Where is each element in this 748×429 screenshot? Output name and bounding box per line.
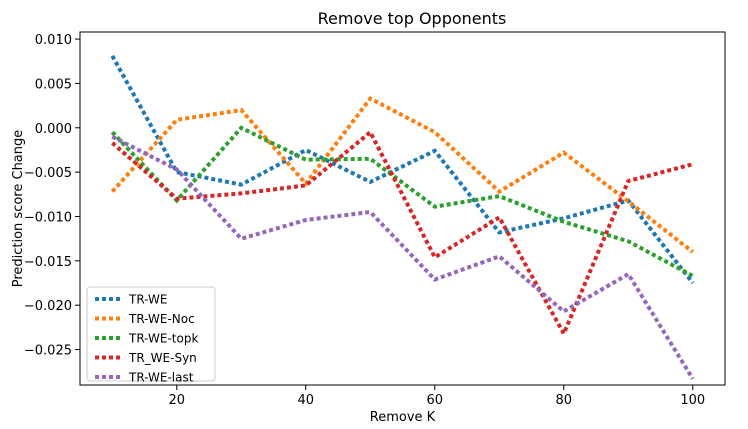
chart-title: Remove top Opponents [318,9,507,28]
y-axis-title: Prediction score Change [11,130,26,288]
y-axis: 0.010 0.005 0.000 −0.005 −0.010 −0.015 −0.020 −… [24,33,80,359]
legend-label: TR-WE [128,293,167,307]
y-tick-label: 0.000 [35,122,72,137]
x-tick-label: 40 [297,393,314,408]
y-tick-label: 0.010 [35,33,72,48]
series-lines [110,54,695,380]
x-axis: 20 40 60 80 100 [168,385,705,408]
legend-label: TR_WE-Syn [128,351,197,365]
y-tick-label: −0.020 [24,299,72,314]
x-tick-label: 20 [168,393,185,408]
series-line-3 [110,125,694,278]
y-tick-label: −0.015 [24,255,72,270]
x-tick-label: 100 [680,393,705,408]
y-tick-label: −0.005 [24,166,72,181]
x-tick-label: 80 [555,393,572,408]
y-tick-label: −0.010 [24,210,72,225]
series-line-5 [111,134,695,380]
series-line-2 [110,95,695,254]
x-tick-label: 60 [426,393,443,408]
y-tick-label: −0.025 [24,344,72,359]
legend: TR-WE TR-WE-Noc TR-WE-topk TR_WE-Syn TR-WE-l… [86,286,216,385]
legend-label: TR-WE-topk [128,332,198,346]
x-axis-title: Remove K [370,410,436,425]
legend-label: TR-WE-last [128,371,194,385]
plot-frame [79,31,726,386]
series-line-1 [110,54,695,285]
y-tick-label: 0.005 [35,77,72,92]
legend-label: TR-WE-Noc [128,312,195,326]
series-line-4 [110,129,694,339]
